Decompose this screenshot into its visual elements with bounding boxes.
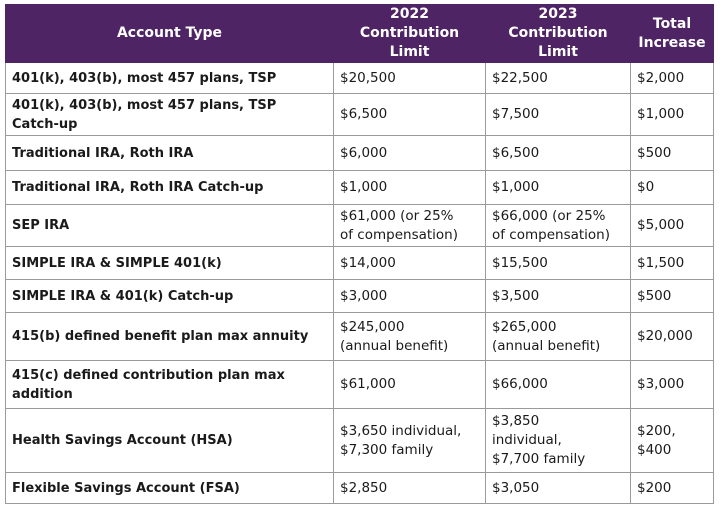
value-cell: $200 [630,472,714,504]
header-cell: 2023 Contribution Limit [485,4,631,63]
value-cell: $66,000 (or 25% of compensation) [485,204,631,247]
account-type-cell: 415(c) defined contribution plan max add… [5,360,334,409]
value-cell: $1,000 [485,170,631,205]
value-cell: $61,000 [333,360,486,409]
value-cell: $6,500 [333,93,486,136]
value-cell: $3,050 [485,472,631,504]
value-cell: $61,000 (or 25% of compensation) [333,204,486,247]
value-cell: $3,850 individual, $7,700 family [485,408,631,473]
table-body: 401(k), 403(b), most 457 plans, TSP $20,5… [5,62,714,504]
value-cell: $7,500 [485,93,631,136]
value-cell: $15,500 [485,246,631,280]
value-cell: $245,000 (annual benefit) [333,312,486,361]
value-cell: $14,000 [333,246,486,280]
value-cell: $200, $400 [630,408,714,473]
table-row: Traditional IRA, Roth IRA Catch-up $1,000… [5,170,714,205]
value-cell: $6,500 [485,135,631,171]
account-type-cell: Traditional IRA, Roth IRA Catch-up [5,170,334,205]
account-type-cell: 401(k), 403(b), most 457 plans, TSP [5,62,334,94]
header-cell: Total Increase [630,4,714,63]
value-cell: $3,650 individual, $7,300 family [333,408,486,473]
table-row: 401(k), 403(b), most 457 plans, TSP $20,5… [5,62,714,94]
value-cell: $1,500 [630,246,714,280]
value-cell: $2,000 [630,62,714,94]
account-type-cell: SIMPLE IRA & SIMPLE 401(k) [5,246,334,280]
account-type-cell: SEP IRA [5,204,334,247]
value-cell: $20,000 [630,312,714,361]
header-cell: 2022 Contribution Limit [333,4,486,63]
value-cell: $2,850 [333,472,486,504]
value-cell: $500 [630,279,714,313]
table-row: Traditional IRA, Roth IRA $6,000 $6,500 $50… [5,135,714,171]
contribution-table: Account Type 2022 Contribution Limit 2023 … [5,4,714,504]
value-cell: $6,000 [333,135,486,171]
table-row: Health Savings Account (HSA) $3,650 indiv… [5,408,714,473]
table-row: SIMPLE IRA & 401(k) Catch-up $3,000 $3,500… [5,279,714,313]
table-row: Flexible Savings Account (FSA) $2,850 $3,0… [5,472,714,504]
table-row: 415(b) defined benefit plan max annuity $… [5,312,714,361]
value-cell: $265,000 (annual benefit) [485,312,631,361]
account-type-cell: Traditional IRA, Roth IRA [5,135,334,171]
table-row: 415(c) defined contribution plan max add… [5,360,714,409]
account-type-cell: Health Savings Account (HSA) [5,408,334,473]
account-type-cell: 401(k), 403(b), most 457 plans, TSP Catc… [5,93,334,136]
value-cell: $1,000 [630,93,714,136]
value-cell: $3,000 [333,279,486,313]
value-cell: $22,500 [485,62,631,94]
value-cell: $0 [630,170,714,205]
account-type-cell: 415(b) defined benefit plan max annuity [5,312,334,361]
value-cell: $66,000 [485,360,631,409]
value-cell: $3,500 [485,279,631,313]
value-cell: $500 [630,135,714,171]
account-type-cell: SIMPLE IRA & 401(k) Catch-up [5,279,334,313]
header-row: Account Type 2022 Contribution Limit 2023 … [5,4,714,63]
value-cell: $5,000 [630,204,714,247]
value-cell: $20,500 [333,62,486,94]
account-type-cell: Flexible Savings Account (FSA) [5,472,334,504]
header-cell: Account Type [5,4,334,63]
value-cell: $3,000 [630,360,714,409]
table-row: SEP IRA $61,000 (or 25% of compensation) $… [5,204,714,247]
table-row: 401(k), 403(b), most 457 plans, TSP Catc… [5,93,714,136]
table-row: SIMPLE IRA & SIMPLE 401(k) $14,000 $15,500… [5,246,714,280]
value-cell: $1,000 [333,170,486,205]
